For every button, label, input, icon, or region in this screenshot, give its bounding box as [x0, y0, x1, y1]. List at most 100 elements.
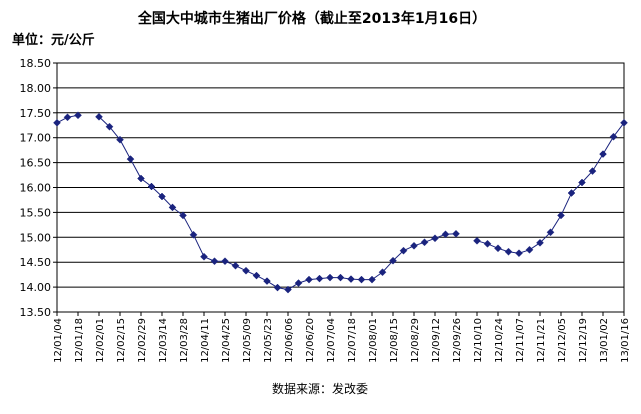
y-tick-label: 16.00 [20, 182, 52, 195]
data-point [168, 203, 177, 212]
data-point [399, 246, 408, 255]
y-axis-ticks: 18.50 18.00 17.50 17.00 16.50 16.00 15.50 15.00… [20, 57, 57, 319]
data-point [326, 273, 334, 282]
x-tick-label: 12/06/06 [284, 318, 295, 363]
data-point [95, 112, 103, 121]
data-point [116, 135, 124, 144]
data-point [567, 189, 576, 197]
x-tick-label: 12/05/09 [242, 318, 253, 363]
data-point [431, 234, 439, 243]
data-point [557, 211, 565, 220]
data-point [63, 113, 72, 122]
data-point [53, 118, 61, 127]
x-tick-label: 12/08/29 [410, 318, 421, 363]
data-point [389, 256, 397, 265]
source-note: 数据来源：发改委 [272, 381, 368, 396]
x-tick-label: 12/12/19 [578, 318, 589, 363]
x-tick-label: 12/02/15 [116, 318, 127, 363]
x-tick-label: 12/10/10 [473, 318, 484, 363]
y-tick-label: 18.00 [20, 82, 52, 95]
x-tick-label: 12/07/18 [347, 318, 358, 363]
data-point [126, 155, 135, 163]
data-point [441, 230, 450, 239]
x-tick-label: 12/02/01 [95, 318, 106, 363]
data-point [273, 283, 282, 292]
x-tick-label: 12/01/04 [53, 318, 64, 363]
data-point [305, 275, 313, 284]
data-point [452, 229, 460, 238]
data-point [200, 252, 208, 261]
data-point [105, 122, 114, 131]
x-tick-label: 12/05/23 [263, 318, 274, 363]
data-point [221, 257, 229, 266]
data-point [189, 230, 198, 239]
y-tick-label: 13.50 [20, 306, 52, 319]
y-tick-label: 15.00 [20, 231, 52, 244]
data-point [473, 236, 481, 245]
x-tick-label: 12/03/14 [158, 318, 169, 363]
data-point [252, 271, 261, 280]
data-point [158, 192, 166, 201]
x-tick-label: 13/01/02 [599, 318, 610, 363]
data-point [420, 238, 429, 247]
y-tick-label: 15.50 [20, 206, 52, 219]
x-tick-label: 12/08/15 [389, 318, 400, 363]
data-point [368, 275, 376, 284]
x-tick-label: 12/06/20 [305, 318, 316, 363]
x-tick-label: 12/04/25 [221, 318, 232, 363]
data-point [242, 266, 250, 275]
data-point [620, 118, 628, 127]
y-tick-label: 18.50 [20, 57, 52, 70]
x-tick-label: 12/10/24 [494, 318, 505, 363]
data-point [74, 111, 82, 120]
data-point [231, 261, 240, 270]
y-tick-label: 14.50 [20, 256, 52, 269]
data-point [336, 273, 345, 282]
x-tick-label: 12/07/04 [326, 318, 337, 363]
x-tick-label: 12/02/29 [137, 318, 148, 363]
data-point [588, 167, 597, 175]
x-tick-label: 12/04/11 [200, 318, 211, 363]
x-tick-label: 12/08/01 [368, 318, 379, 363]
data-point [609, 132, 618, 141]
data-point [137, 174, 145, 183]
data-point [578, 178, 586, 187]
data-point [357, 275, 366, 284]
y-tick-label: 16.50 [20, 157, 52, 170]
x-tick-label: 12/03/28 [179, 318, 190, 363]
x-tick-label: 12/11/07 [515, 318, 526, 363]
unit-label: 单位：元/公斤 [12, 32, 95, 48]
data-point [147, 182, 156, 191]
x-tick-label: 13/01/16 [620, 318, 631, 363]
data-point [179, 211, 187, 220]
chart-title: 全国大中城市生猪出厂价格（截止至2013年1月16日） [137, 10, 486, 27]
data-point [284, 285, 292, 294]
data-point [504, 247, 513, 256]
data-point [536, 238, 544, 247]
x-tick-label: 12/11/21 [536, 318, 547, 363]
data-point [315, 274, 324, 283]
data-point [210, 257, 219, 266]
data-point [294, 279, 303, 287]
x-axis-ticks: 12/01/04 12/01/18 12/02/01 12/02/15 12/02/29… [53, 312, 631, 363]
x-tick-label: 12/09/26 [452, 318, 463, 363]
data-point [546, 228, 555, 237]
data-point [525, 245, 534, 254]
data-point [263, 277, 271, 285]
gridlines [57, 87, 624, 288]
data-point [494, 244, 502, 253]
data-point [378, 268, 387, 277]
y-tick-label: 17.50 [20, 107, 52, 120]
y-tick-label: 17.00 [20, 132, 52, 145]
data-point [410, 241, 418, 250]
price-series [53, 111, 628, 294]
data-point [483, 239, 492, 248]
y-tick-label: 14.00 [20, 281, 52, 294]
data-point [599, 150, 607, 158]
data-point [347, 275, 355, 283]
data-point [515, 249, 523, 258]
x-tick-label: 12/12/05 [557, 318, 568, 363]
x-tick-label: 12/01/18 [74, 318, 85, 363]
x-tick-label: 12/09/12 [431, 318, 442, 363]
